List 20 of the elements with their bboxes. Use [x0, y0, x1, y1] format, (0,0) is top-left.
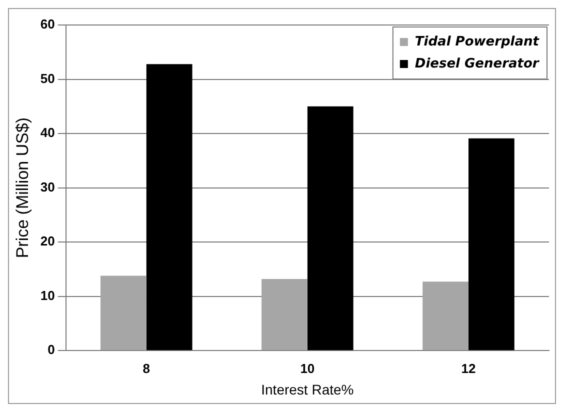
legend-label: Tidal Powerplant	[414, 34, 540, 50]
y-tick-label: 40	[40, 125, 55, 140]
y-axis-title: Price (Million US$)	[12, 117, 32, 258]
bar	[422, 282, 468, 350]
bar	[307, 106, 354, 350]
y-tick-label: 30	[40, 179, 55, 194]
x-tick-label: 12	[461, 360, 476, 376]
y-tick-label: 10	[40, 288, 55, 303]
bar	[100, 276, 146, 350]
x-tick-label: 10	[300, 360, 315, 376]
x-axis-title: Interest Rate%	[261, 381, 354, 398]
y-tick-label: 60	[40, 16, 55, 32]
y-tick-label: 20	[40, 234, 55, 249]
y-tick-label: 50	[40, 70, 55, 86]
bar	[146, 64, 192, 350]
x-tick-label: 8	[142, 360, 150, 376]
bar	[468, 138, 514, 350]
y-tick-label: 0	[48, 342, 55, 358]
bar	[262, 278, 308, 350]
legend-label: Diesel Generator	[414, 56, 540, 72]
